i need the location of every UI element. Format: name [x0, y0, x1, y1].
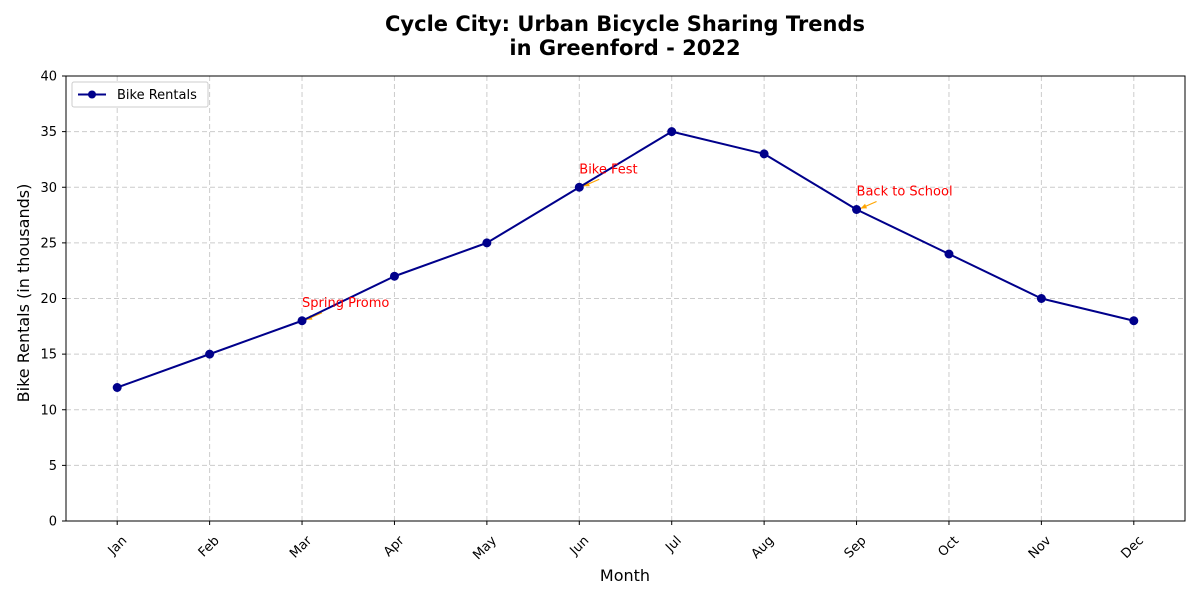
- y-tick-label: 25: [40, 236, 57, 251]
- data-point: [852, 205, 862, 214]
- series-layer: [112, 127, 1139, 392]
- x-tick-label: Mar: [287, 533, 315, 561]
- legend-label: Bike Rentals: [117, 88, 197, 103]
- chart-title-line-2: in Greenford - 2022: [509, 36, 740, 60]
- series-line: [116, 130, 1135, 389]
- grid: [66, 75, 1185, 522]
- data-point: [1036, 294, 1046, 303]
- x-axis-label: Month: [600, 566, 650, 585]
- y-tick-label: 5: [49, 459, 57, 474]
- data-point: [944, 249, 954, 259]
- x-tick-label: Feb: [196, 533, 223, 560]
- y-axis-label: Bike Rentals (in thousands): [14, 184, 33, 403]
- y-tick-label: 10: [40, 403, 57, 418]
- x-tick-label: Dec: [1118, 533, 1146, 561]
- x-tick-label: May: [470, 533, 500, 563]
- x-tick-label: Jan: [105, 533, 130, 558]
- data-point: [759, 149, 769, 159]
- y-tick-label: 15: [40, 348, 57, 363]
- x-tick-label: Nov: [1026, 533, 1055, 562]
- data-point: [297, 316, 307, 326]
- x-tick-label: Sep: [842, 533, 870, 561]
- y-tick-label: 20: [40, 292, 57, 307]
- legend-box: [71, 81, 209, 108]
- x-axis: Jan Feb Mar Apr May Jun Jul Aug Sep Oct Nov Dec: [105, 521, 1147, 563]
- y-tick-label: 0: [49, 515, 57, 530]
- y-tick-label: 35: [40, 125, 57, 140]
- data-point: [574, 182, 584, 192]
- x-tick-label: Jun: [567, 533, 593, 559]
- annotation-arrowhead: [860, 203, 868, 209]
- plot-frame: [65, 75, 1186, 522]
- legend: Bike Rentals: [71, 81, 209, 108]
- data-point: [1129, 316, 1139, 326]
- data-point: [389, 271, 399, 281]
- data-point: [482, 238, 492, 248]
- annotation-label: Spring Promo: [302, 296, 389, 311]
- y-axis: 0 5 10 15 20 25 30 35 40: [40, 70, 66, 530]
- y-tick-label: 30: [40, 181, 57, 196]
- legend-marker: [88, 90, 96, 99]
- x-tick-label: Apr: [381, 533, 408, 560]
- annotation-label: Bike Fest: [579, 162, 637, 177]
- data-point: [667, 127, 677, 137]
- chart-title-line-1: Cycle City: Urban Bicycle Sharing Trends: [385, 12, 865, 36]
- annotation-labels: Spring Promo Bike Fest Back to School: [302, 162, 953, 311]
- x-tick-label: Jul: [662, 533, 684, 555]
- y-tick-label: 40: [40, 70, 57, 85]
- data-point: [205, 349, 215, 359]
- annotation-label: Back to School: [857, 185, 953, 200]
- x-tick-label: Aug: [749, 533, 778, 562]
- data-point: [112, 383, 122, 392]
- x-tick-label: Oct: [936, 533, 963, 560]
